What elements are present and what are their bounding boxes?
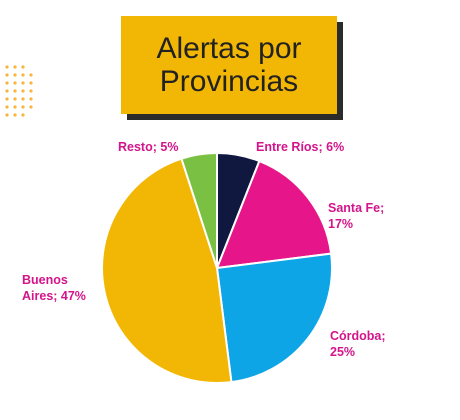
deco-dot <box>13 65 17 69</box>
deco-dot <box>5 89 9 93</box>
deco-dot <box>5 97 9 101</box>
deco-dot <box>21 81 25 85</box>
deco-dot <box>13 81 17 85</box>
deco-dot <box>13 73 17 77</box>
deco-dot <box>29 105 33 109</box>
deco-dot <box>5 113 9 117</box>
slice-label: Santa Fe; 17% <box>328 201 384 231</box>
decorative-dots <box>5 65 33 117</box>
title-box: Alertas por Provincias <box>121 16 337 114</box>
deco-dot <box>13 105 17 109</box>
slice-label: Córdoba; 25% <box>330 329 386 359</box>
deco-dot <box>21 105 25 109</box>
deco-dot <box>29 81 33 85</box>
deco-dot <box>21 73 25 77</box>
deco-dot <box>5 105 9 109</box>
deco-dot <box>21 65 25 69</box>
pie-slice-santa-fe <box>215 159 333 270</box>
deco-dot <box>13 89 17 93</box>
deco-dot <box>21 89 25 93</box>
slice-label: Entre Ríos; 6% <box>256 140 344 154</box>
deco-dot <box>21 97 25 101</box>
deco-dot <box>29 89 33 93</box>
deco-dot <box>5 65 9 69</box>
chart-title: Alertas por Provincias <box>156 32 302 98</box>
slice-label: Resto; 5% <box>118 140 178 154</box>
deco-dot <box>21 113 25 117</box>
deco-dot <box>5 81 9 85</box>
deco-dot <box>13 113 17 117</box>
pie-slice-cordoba <box>215 252 333 384</box>
pie-slice-resto <box>180 151 218 269</box>
deco-dot <box>5 73 9 77</box>
deco-dot <box>29 73 33 77</box>
deco-dot <box>29 97 33 101</box>
deco-dot <box>13 97 17 101</box>
slice-label: Buenos Aires; 47% <box>22 273 86 303</box>
